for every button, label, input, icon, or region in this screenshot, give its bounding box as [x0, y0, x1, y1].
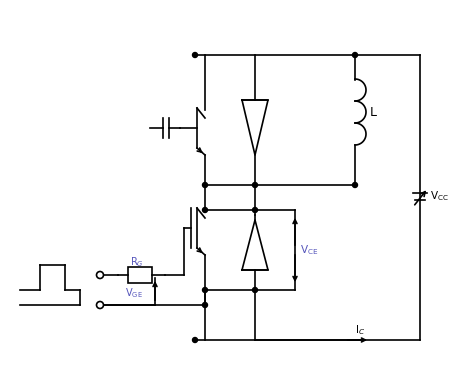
- Text: V$_{\rm CC}$: V$_{\rm CC}$: [430, 189, 449, 203]
- Circle shape: [96, 301, 103, 309]
- Circle shape: [203, 303, 207, 307]
- Bar: [128, 267, 152, 283]
- Circle shape: [96, 272, 103, 279]
- Text: L: L: [370, 105, 377, 119]
- Circle shape: [203, 288, 207, 292]
- Text: I$_C$: I$_C$: [355, 323, 365, 337]
- Circle shape: [203, 208, 207, 212]
- Text: V$_{\rm GE}$: V$_{\rm GE}$: [125, 286, 143, 300]
- Text: R$_G$: R$_G$: [130, 255, 144, 269]
- Text: V$_{\rm CE}$: V$_{\rm CE}$: [300, 243, 318, 257]
- Circle shape: [192, 337, 198, 343]
- Circle shape: [253, 288, 258, 292]
- Circle shape: [352, 183, 357, 187]
- Circle shape: [253, 208, 258, 212]
- Circle shape: [253, 183, 258, 187]
- Circle shape: [203, 183, 207, 187]
- Circle shape: [192, 52, 198, 58]
- Circle shape: [352, 52, 357, 58]
